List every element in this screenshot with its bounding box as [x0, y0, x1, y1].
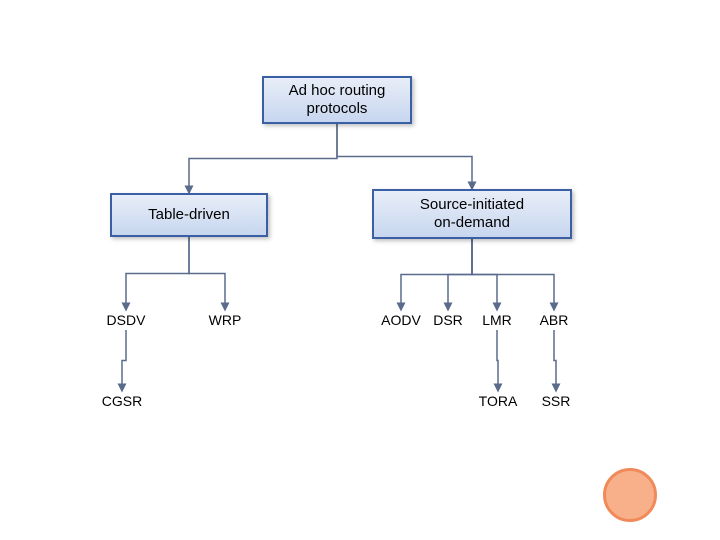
edge-table-to-dsdv	[126, 237, 189, 310]
node-table-label: Table-driven	[148, 206, 230, 224]
node-cgsr: CGSR	[99, 391, 145, 411]
node-wrp: WRP	[205, 310, 245, 330]
node-aodv: AODV	[378, 310, 424, 330]
node-table-driven: Table-driven	[110, 193, 268, 237]
node-aodv-label: AODV	[381, 312, 421, 329]
node-root-label: Ad hoc routingprotocols	[289, 82, 386, 118]
node-wrp-label: WRP	[209, 312, 242, 329]
edge-source-to-aodv	[401, 239, 472, 310]
node-dsdv: DSDV	[101, 310, 151, 330]
edge-abr-to-ssr	[554, 330, 556, 391]
edge-table-to-wrp	[189, 237, 225, 310]
node-source-initiated: Source-initiatedon-demand	[372, 189, 572, 239]
node-ssr: SSR	[539, 391, 573, 411]
node-source-label: Source-initiatedon-demand	[420, 196, 524, 232]
node-root: Ad hoc routingprotocols	[262, 76, 412, 124]
node-tora-label: TORA	[479, 393, 518, 410]
edge-root-to-table	[189, 124, 337, 193]
node-abr-label: ABR	[540, 312, 569, 329]
edge-source-to-abr	[472, 239, 554, 310]
node-tora: TORA	[476, 391, 520, 411]
node-dsdv-label: DSDV	[107, 312, 146, 329]
edge-source-to-lmr	[472, 239, 497, 310]
edge-source-to-dsr	[448, 239, 472, 310]
node-dsr: DSR	[431, 310, 465, 330]
node-abr: ABR	[536, 310, 572, 330]
node-dsr-label: DSR	[433, 312, 463, 329]
edge-lmr-to-tora	[497, 330, 498, 391]
node-lmr: LMR	[479, 310, 515, 330]
edge-root-to-source	[337, 124, 472, 189]
accent-circle	[603, 468, 657, 522]
node-cgsr-label: CGSR	[102, 393, 142, 410]
edge-dsdv-to-cgsr	[122, 330, 126, 391]
node-lmr-label: LMR	[482, 312, 512, 329]
node-ssr-label: SSR	[542, 393, 571, 410]
